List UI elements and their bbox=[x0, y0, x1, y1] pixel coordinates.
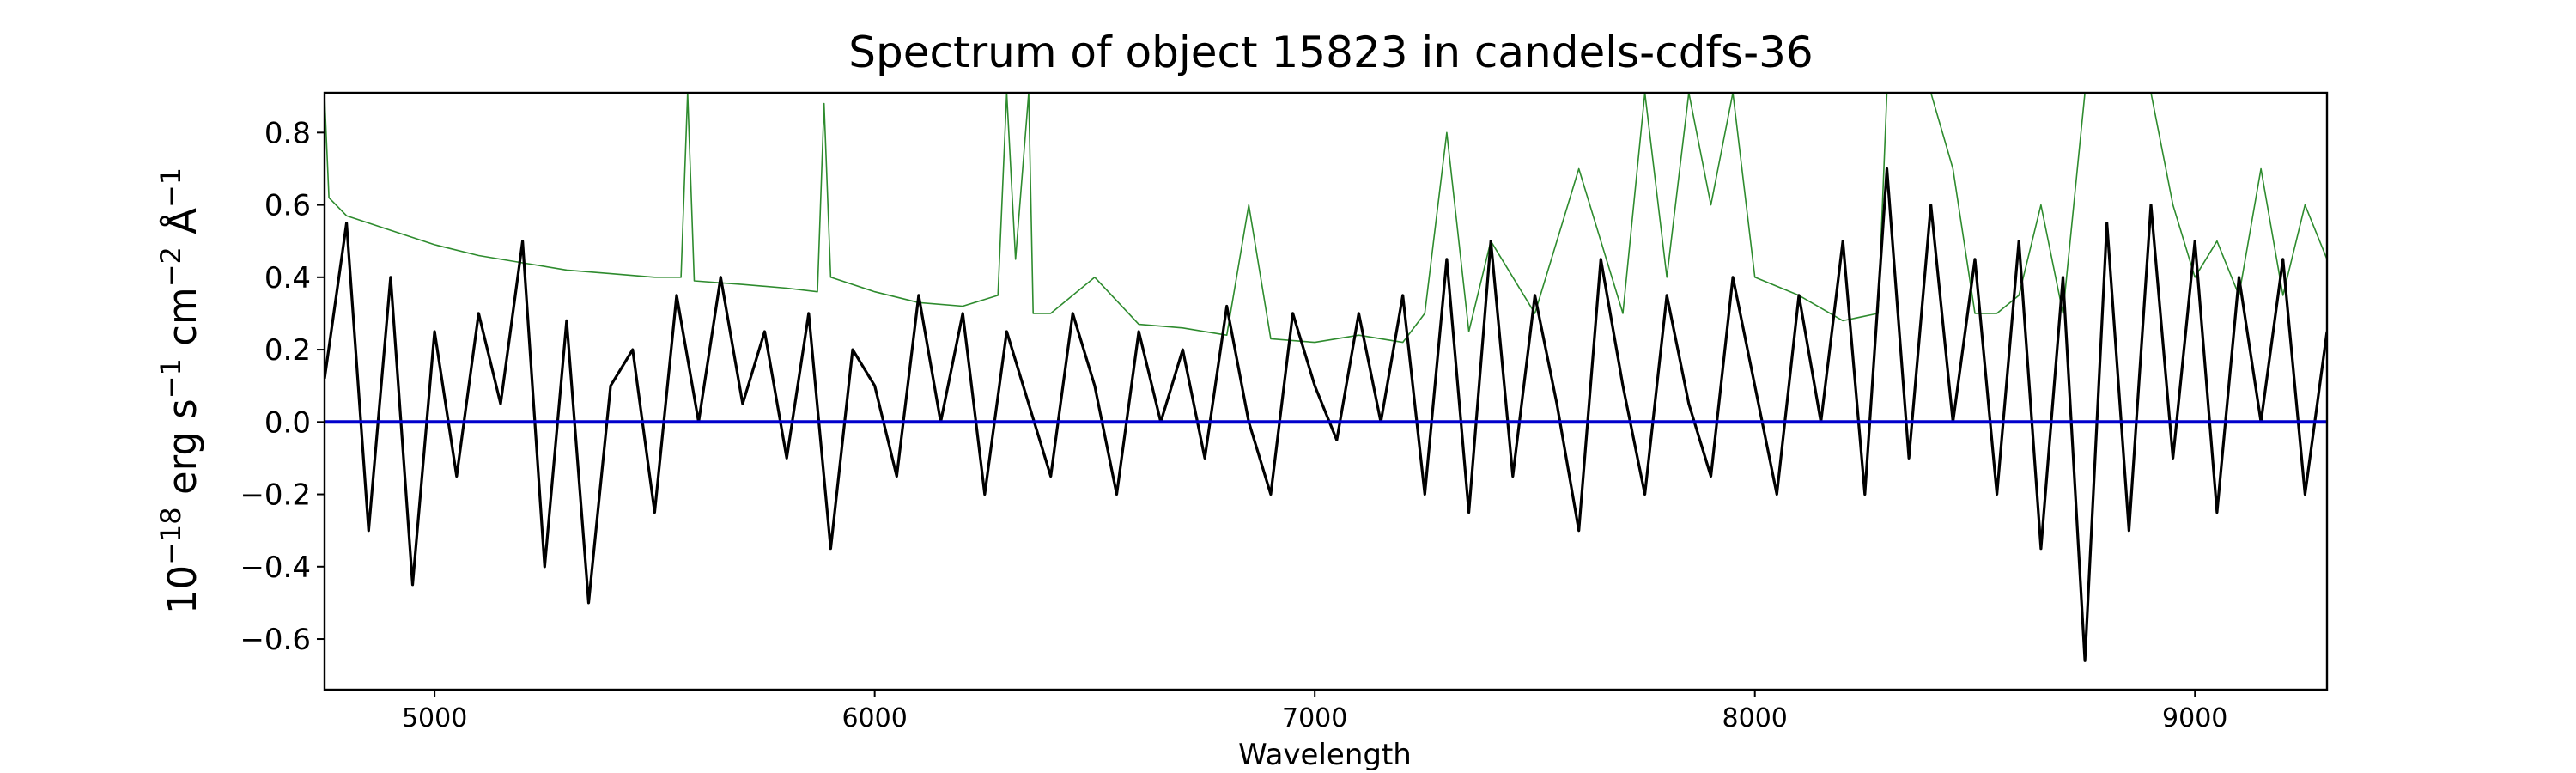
y-tick-label: 0.0 bbox=[264, 405, 311, 440]
error-series-line bbox=[325, 93, 2327, 344]
y-tick-label: 0.8 bbox=[264, 116, 311, 150]
y-axis-label: 10−18 erg s−1 cm−2 Å−1 bbox=[155, 167, 205, 614]
flux-series-line bbox=[325, 167, 2327, 662]
x-tick-label: 7000 bbox=[1282, 703, 1347, 733]
x-tick-label: 5000 bbox=[402, 703, 467, 733]
plot-area bbox=[325, 93, 2327, 662]
y-tick-label: 0.6 bbox=[264, 189, 311, 223]
y-axis: −0.6 −0.4 −0.2 0.0 0.2 0.4 0.6 0.8 bbox=[240, 116, 325, 657]
y-tick-label: −0.4 bbox=[240, 551, 311, 585]
y-tick-label: −0.2 bbox=[240, 478, 311, 513]
plot-frame bbox=[323, 91, 2329, 691]
chart-title: Spectrum of object 15823 in candels-cdfs… bbox=[848, 27, 1814, 77]
y-tick-label: 0.4 bbox=[264, 261, 311, 295]
x-axis-label: Wavelength bbox=[1238, 738, 1412, 772]
x-tick-label: 8000 bbox=[1722, 703, 1788, 733]
x-tick-label: 6000 bbox=[841, 703, 907, 733]
x-tick-label: 9000 bbox=[2162, 703, 2227, 733]
y-tick-label: 0.2 bbox=[264, 333, 311, 368]
x-axis: 5000 6000 7000 8000 9000 bbox=[402, 690, 2227, 733]
y-tick-label: −0.6 bbox=[240, 623, 311, 657]
